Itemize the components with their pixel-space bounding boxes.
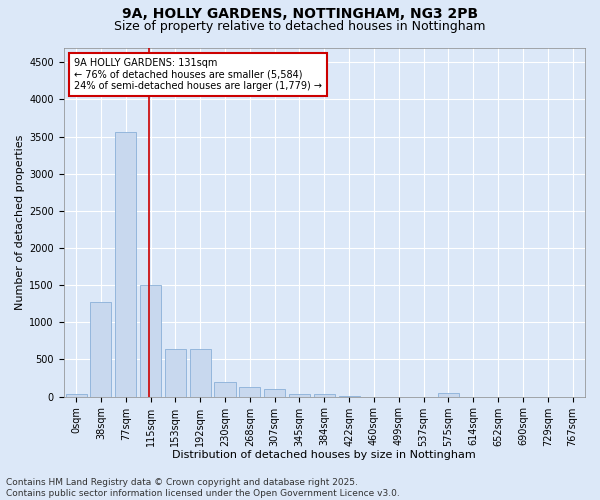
Y-axis label: Number of detached properties: Number of detached properties [15,134,25,310]
X-axis label: Distribution of detached houses by size in Nottingham: Distribution of detached houses by size … [172,450,476,460]
Bar [214,382,236,396]
Text: 9A, HOLLY GARDENS, NOTTINGHAM, NG3 2PB: 9A, HOLLY GARDENS, NOTTINGHAM, NG3 2PB [122,8,478,22]
Bar [65,394,86,396]
Text: Size of property relative to detached houses in Nottingham: Size of property relative to detached ho… [114,20,486,33]
Bar [165,349,186,397]
Bar [438,394,459,396]
Bar [140,285,161,397]
Text: 9A HOLLY GARDENS: 131sqm
← 76% of detached houses are smaller (5,584)
24% of sem: 9A HOLLY GARDENS: 131sqm ← 76% of detach… [74,58,322,91]
Bar [264,389,285,396]
Bar [289,394,310,396]
Bar [239,387,260,396]
Text: Contains HM Land Registry data © Crown copyright and database right 2025.
Contai: Contains HM Land Registry data © Crown c… [6,478,400,498]
Bar [91,302,112,396]
Bar [314,394,335,396]
Bar [115,132,136,396]
Bar [190,349,211,397]
